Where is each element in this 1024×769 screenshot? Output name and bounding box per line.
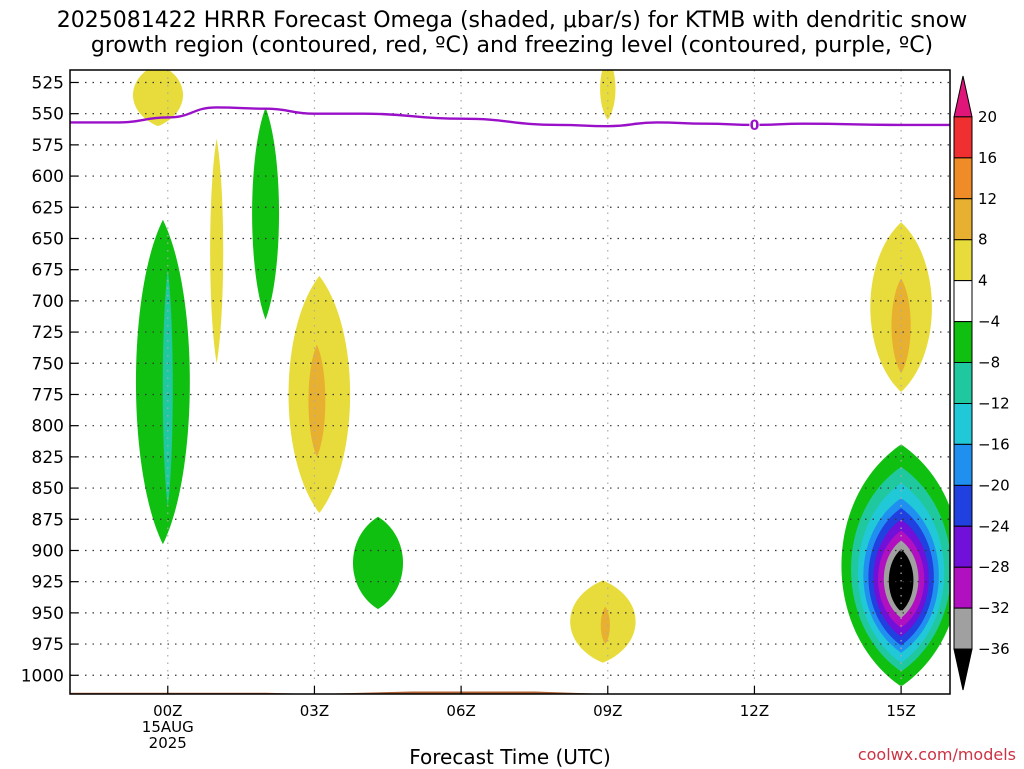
x-tick-label-0-0: 00Z [153, 702, 182, 720]
x-tick-label-9-0: 09Z [593, 702, 622, 720]
y-tick-label-550: 550 [32, 105, 64, 125]
y-tick-label-750: 750 [32, 354, 64, 374]
y-tick-label-875: 875 [32, 510, 64, 530]
y-tick-label-825: 825 [32, 448, 64, 468]
x-tick-label-15-0: 15Z [886, 702, 915, 720]
colorbar-band-8 [953, 402, 973, 445]
omega-region-10 [600, 606, 610, 645]
omega-region-3 [252, 107, 280, 320]
watermark: coolwx.com/models [857, 745, 1016, 764]
freezing-level-layer: 0 [70, 106, 950, 134]
title-line-1: 2025081422 HRRR Forecast Omega (shaded, … [56, 8, 968, 33]
colorbar-band-13 [953, 607, 973, 650]
colorbar-label-11: −28 [978, 558, 1010, 576]
plot-border [69, 69, 951, 695]
y-tick-label-850: 850 [32, 479, 64, 499]
y-tick-label-575: 575 [32, 136, 64, 156]
title-line-2: growth region (contoured, red, ºC) and f… [90, 33, 934, 58]
y-tick-label-725: 725 [32, 323, 64, 343]
freezing-level-label: 0 [750, 118, 760, 134]
omega-region-1 [600, 70, 616, 120]
omega-region-5 [162, 269, 173, 507]
colorbar-label-5: −4 [978, 313, 1000, 331]
ground-layer [70, 691, 950, 694]
grid-layer [70, 70, 950, 694]
x-tick-label-0-2: 2025 [149, 734, 187, 752]
omega-shading-layer [133, 70, 950, 687]
y-tick-label-525: 525 [32, 73, 64, 93]
omega-region-8 [352, 516, 404, 610]
colorbar-label-4: 4 [978, 272, 988, 290]
colorbar-label-2: 12 [978, 190, 997, 208]
y-axis: 525 550 575 600 625 650 675 700 725 750 775 800 825 8… [21, 73, 78, 686]
colorbar-label-3: 8 [978, 231, 988, 249]
y-tick-label-900: 900 [32, 541, 64, 561]
ground-surface [70, 691, 950, 694]
colorbar-label-13: −36 [978, 640, 1010, 658]
colorbar-band-14 [953, 648, 973, 691]
colorbar-label-0: 20 [978, 108, 997, 126]
colorbar: 20 16 12 8 4 −4 −8 −12 −16 −20 −24 −28 −32 −36 [953, 75, 1010, 691]
y-tick-label-975: 975 [32, 635, 64, 655]
y-tick-label-1000: 1000 [21, 666, 64, 686]
chart-title: 2025081422 HRRR Forecast Omega (shaded, … [0, 8, 1024, 58]
colorbar-band-9 [953, 443, 973, 486]
y-tick-label-625: 625 [32, 198, 64, 218]
omega-region-2 [210, 138, 224, 364]
y-tick-label-950: 950 [32, 604, 64, 624]
colorbar-label-10: −24 [978, 517, 1010, 535]
colorbar-band-0 [953, 75, 973, 118]
colorbar-band-10 [953, 484, 973, 527]
y-tick-label-925: 925 [32, 573, 64, 593]
colorbar-label-9: −20 [978, 476, 1010, 494]
colorbar-label-7: −12 [978, 394, 1010, 412]
colorbar-band-2 [953, 157, 973, 200]
y-tick-label-700: 700 [32, 292, 64, 312]
y-tick-label-600: 600 [32, 167, 64, 187]
colorbar-band-1 [953, 116, 973, 159]
colorbar-label-8: −16 [978, 435, 1010, 453]
colorbar-band-4 [953, 239, 973, 282]
y-tick-label-675: 675 [32, 261, 64, 281]
colorbar-band-3 [953, 198, 973, 241]
y-tick-label-775: 775 [32, 385, 64, 405]
x-tick-label-6-0: 06Z [446, 702, 475, 720]
x-tick-label-12-0: 12Z [740, 702, 769, 720]
freezing-level-label-bg [749, 116, 760, 133]
colorbar-label-1: 16 [978, 149, 997, 167]
x-axis-label: Forecast Time (UTC) [409, 745, 611, 769]
x-tick-label-3-0: 03Z [300, 702, 329, 720]
colorbar-band-5 [953, 280, 973, 323]
x-tick-label-0-1: 15AUG [142, 718, 194, 736]
omega-region-0 [133, 70, 183, 127]
y-tick-label-650: 650 [32, 229, 64, 249]
colorbar-label-6: −8 [978, 354, 1000, 372]
colorbar-band-6 [953, 321, 973, 364]
omega-region-7 [308, 344, 326, 457]
plot-frame [69, 69, 951, 695]
colorbar-band-7 [953, 362, 973, 404]
colorbar-band-12 [953, 566, 973, 609]
y-tick-label-800: 800 [32, 417, 64, 437]
colorbar-band-11 [953, 525, 973, 568]
freezing-level-line [70, 106, 950, 128]
colorbar-label-12: −32 [978, 599, 1010, 617]
